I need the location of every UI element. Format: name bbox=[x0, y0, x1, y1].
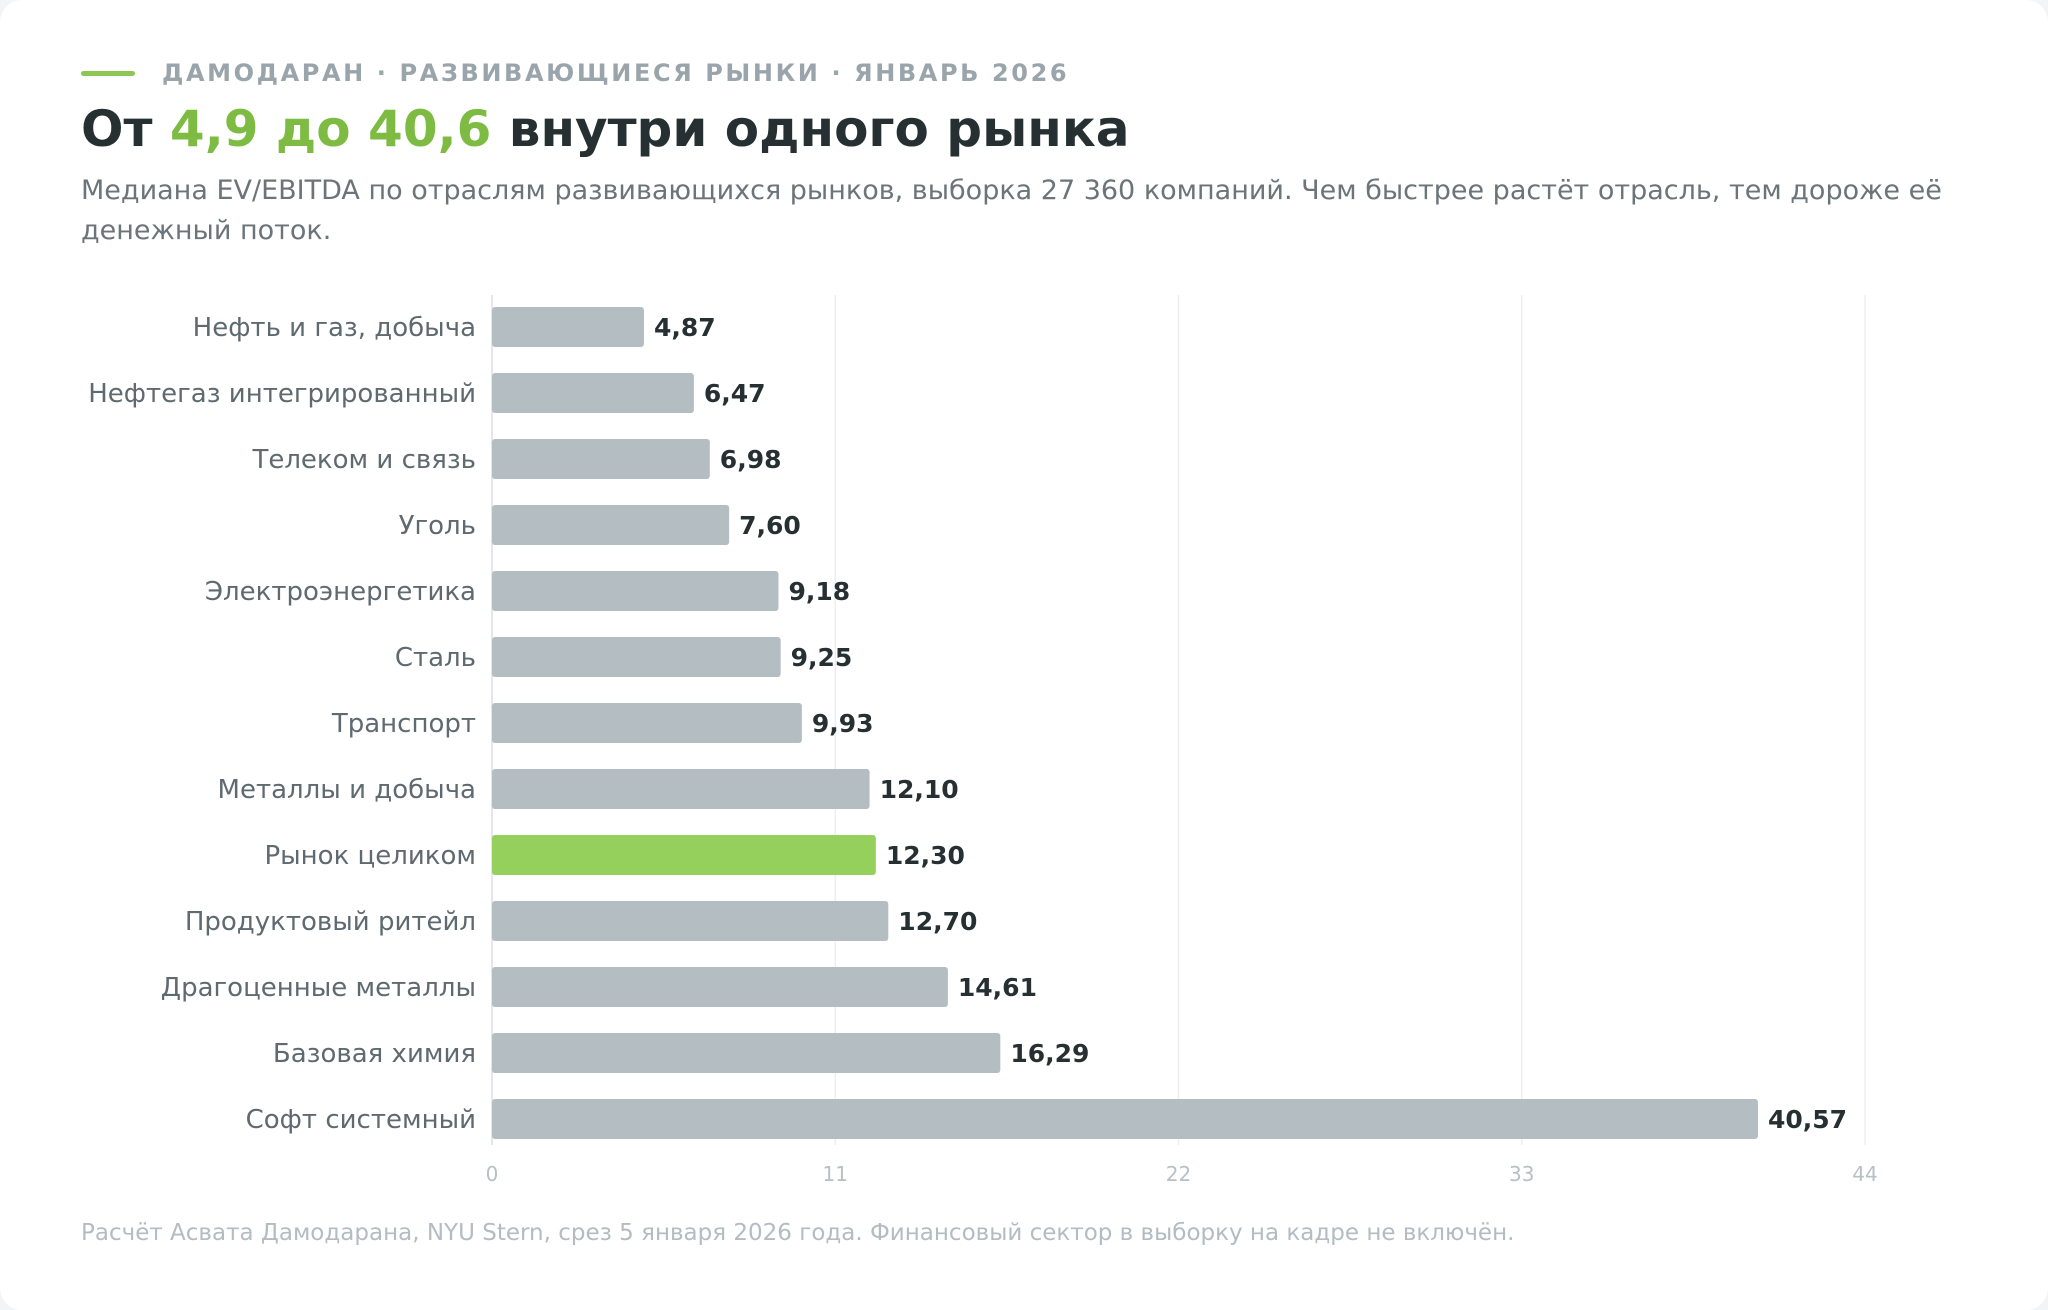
bar bbox=[492, 637, 781, 677]
value-label: 9,93 bbox=[812, 709, 874, 738]
page-subtitle: Медиана EV/EBITDA по отраслям развивающи… bbox=[81, 175, 1942, 246]
x-tick-label: 33 bbox=[1509, 1162, 1534, 1186]
bar bbox=[492, 967, 948, 1007]
category-label: Рынок целиком bbox=[264, 841, 476, 871]
category-label: Драгоценные металлы bbox=[161, 973, 476, 1003]
category-label: Металлы и добыча bbox=[218, 775, 476, 805]
value-label: 6,98 bbox=[720, 445, 782, 474]
value-label: 9,25 bbox=[791, 643, 853, 672]
bar-highlight bbox=[492, 835, 876, 875]
category-label: Уголь bbox=[399, 511, 476, 541]
x-tick-label: 44 bbox=[1852, 1162, 1877, 1186]
x-tick-label: 0 bbox=[486, 1162, 499, 1186]
bar bbox=[492, 307, 644, 347]
bar-chart: Нефть и газ, добыча 4,87 Нефтегаз интегрир… bbox=[88, 295, 1878, 1186]
category-label: Продуктовый ритейл bbox=[185, 907, 476, 937]
category-label: Нефть и газ, добыча bbox=[193, 313, 476, 343]
eyebrow: ДАМОДАРАН · РАЗВИВАЮЩИЕСЯ РЫНКИ · ЯНВАРЬ… bbox=[81, 58, 1069, 88]
eyebrow-accent-line bbox=[81, 70, 135, 76]
title-prefix: От bbox=[81, 100, 170, 158]
bar bbox=[492, 1099, 1758, 1139]
bar bbox=[492, 505, 730, 545]
value-label: 7,60 bbox=[739, 511, 801, 540]
page-title: От 4,9 до 40,6 внутри одного рынка bbox=[81, 96, 1130, 162]
bar bbox=[492, 373, 694, 413]
x-tick-label: 22 bbox=[1166, 1162, 1191, 1186]
title-accent: 4,9 до 40,6 bbox=[169, 100, 492, 158]
eyebrow-text: ДАМОДАРАН · РАЗВИВАЮЩИЕСЯ РЫНКИ · ЯНВАРЬ… bbox=[162, 59, 1070, 87]
value-label: 12,70 bbox=[898, 907, 977, 936]
category-label: Сталь bbox=[395, 643, 476, 673]
bar bbox=[492, 1033, 1001, 1073]
value-label: 4,87 bbox=[654, 313, 716, 342]
bars bbox=[492, 307, 1758, 1139]
value-label: 40,57 bbox=[1768, 1105, 1847, 1134]
labels: Нефть и газ, добыча 4,87 Нефтегаз интегрир… bbox=[88, 313, 1847, 1135]
value-label: 12,30 bbox=[886, 841, 965, 870]
bar bbox=[492, 439, 710, 479]
bar bbox=[492, 571, 779, 611]
source-note: Расчёт Асвата Дамодарана, NYU Stern, сре… bbox=[81, 1220, 1515, 1246]
value-label: 6,47 bbox=[704, 379, 766, 408]
category-label: Софт системный bbox=[246, 1105, 476, 1135]
value-label: 9,18 bbox=[788, 577, 850, 606]
bar bbox=[492, 703, 802, 743]
x-tick-label: 11 bbox=[823, 1162, 848, 1186]
category-label: Нефтегаз интегрированный bbox=[88, 379, 476, 409]
value-label: 16,29 bbox=[1010, 1039, 1089, 1068]
bar bbox=[492, 901, 889, 941]
value-label: 12,10 bbox=[880, 775, 959, 804]
category-label: Базовая химия bbox=[273, 1039, 476, 1069]
title-suffix: внутри одного рынка bbox=[491, 100, 1130, 158]
category-label: Электроэнергетика bbox=[205, 577, 476, 607]
bar bbox=[492, 769, 870, 809]
category-label: Телеком и связь bbox=[251, 445, 476, 475]
category-label: Транспорт bbox=[331, 709, 476, 739]
x-axis-ticks: 0 11 22 33 44 bbox=[486, 1162, 1878, 1186]
value-label: 14,61 bbox=[958, 973, 1037, 1002]
